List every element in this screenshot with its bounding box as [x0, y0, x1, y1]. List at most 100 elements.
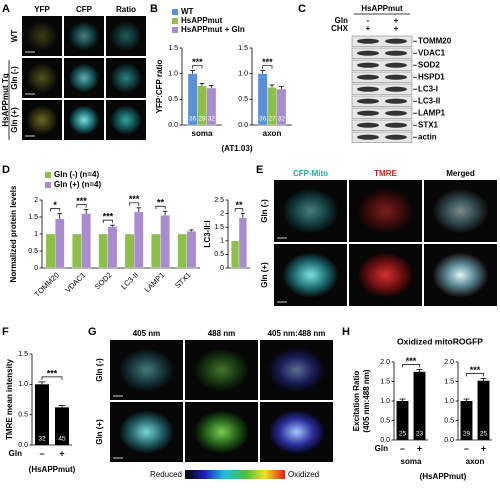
- significance-bracket: [402, 364, 420, 368]
- n-label: 29: [463, 431, 471, 438]
- column-header: 405 nm: [133, 329, 161, 338]
- colorbar: [185, 470, 285, 479]
- bar: [134, 211, 144, 269]
- legend-swatch: [172, 18, 178, 24]
- y-tick-label: 1.5: [214, 224, 224, 231]
- significance: **: [235, 200, 243, 210]
- bar: [45, 233, 56, 269]
- y-tick-label: 1.0: [168, 71, 178, 78]
- y-tick-label: 1.5: [18, 351, 28, 358]
- significance: ***: [406, 356, 417, 366]
- y-tick-label: 0: [34, 265, 38, 272]
- n-label: 25: [480, 431, 488, 438]
- cell-signal: [26, 21, 58, 51]
- bar: [72, 233, 82, 269]
- bar: [81, 213, 91, 269]
- blot-band: [357, 98, 379, 104]
- blot-strip: [351, 95, 413, 107]
- blot-band: [357, 38, 379, 44]
- band-label: HSPD1: [418, 72, 445, 81]
- cell-signal: [193, 348, 250, 392]
- significance: ***: [76, 196, 87, 206]
- blot-band: [357, 62, 379, 68]
- bar: [124, 233, 135, 269]
- cell-signal: [68, 21, 100, 51]
- condition-mark: +: [394, 24, 399, 33]
- band-label: LAMP1: [418, 108, 446, 117]
- x-tick-label: soma: [192, 129, 213, 138]
- column-header: Ratio: [116, 5, 136, 14]
- blot-strip: [351, 35, 413, 47]
- y-tick-label: 0.0: [168, 122, 178, 129]
- band-label: LC3-I: [418, 84, 438, 93]
- condition-mark: -: [367, 16, 370, 25]
- cell-signal: [268, 410, 325, 454]
- y-tick-label: 2: [34, 197, 38, 204]
- bar: [231, 240, 240, 269]
- significance: *: [53, 200, 57, 210]
- condition-mark: +: [394, 16, 399, 25]
- panel-label: C: [298, 3, 306, 15]
- group-label: Gln: [375, 444, 388, 453]
- y-tick-label: 0.0: [18, 442, 28, 449]
- blot-strip: [351, 119, 413, 131]
- blot-band: [385, 62, 407, 68]
- panel-label: A: [2, 3, 10, 15]
- legend-swatch: [172, 9, 178, 15]
- cell-signal: [282, 188, 339, 234]
- cell-signal: [68, 63, 100, 93]
- row-label: Gln (+): [260, 262, 269, 288]
- legend-label: HsAPPmut: [181, 16, 223, 25]
- panel-label: G: [88, 326, 97, 338]
- group-label: Gln: [9, 449, 22, 458]
- column-header: CFP-Mito: [293, 169, 328, 178]
- blot-strip: [351, 47, 413, 59]
- row-label: Gln (-): [10, 66, 19, 90]
- n-label: 32: [278, 116, 286, 123]
- condition-label: CHX: [331, 24, 349, 33]
- y-tick-label: 0.5: [168, 96, 178, 103]
- legend-label: HsAPPmut + Gln: [181, 25, 245, 34]
- band-label: LC3-II: [418, 96, 440, 105]
- chart-title: Oxidized mitoROGFP: [397, 336, 483, 346]
- column-header: YFP: [34, 5, 50, 14]
- blot-band: [357, 134, 379, 140]
- legend-swatch: [45, 172, 51, 178]
- group-label: HsAPPmut Tg: [1, 73, 10, 126]
- y-axis-label: TMRE mean intensity: [5, 359, 14, 440]
- cell-signal: [110, 63, 142, 93]
- x-axis-label: axon: [466, 457, 485, 466]
- bar: [107, 226, 118, 269]
- significance-bracket: [76, 204, 87, 208]
- x-tick-label: TOMM20: [33, 270, 61, 298]
- y-axis-label: LC3-II:I: [203, 220, 212, 247]
- blot-header: HsAPPmut: [361, 4, 403, 13]
- n-label: 27: [268, 116, 276, 123]
- y-axis-label: YFP:CFP ratio: [155, 60, 164, 114]
- bar: [460, 401, 473, 440]
- note: (HsAPPmut): [420, 472, 467, 481]
- condition-label: Gln: [335, 16, 348, 25]
- cell-signal: [357, 188, 414, 234]
- legend-swatch: [45, 182, 51, 188]
- blot-band: [385, 122, 407, 128]
- blot-strip: [351, 83, 413, 95]
- legend-swatch: [172, 27, 178, 33]
- x-tick-label: axon: [263, 129, 282, 138]
- bar: [413, 371, 426, 440]
- y-tick-label: 0.0: [380, 437, 390, 444]
- cell-signal: [432, 188, 489, 234]
- y-tick-label: 1: [220, 238, 224, 245]
- y-tick-label: 0.5: [28, 248, 38, 255]
- column-header: CFP: [76, 5, 93, 14]
- blot-strip: [351, 59, 413, 71]
- x-tick-label: +: [59, 448, 64, 458]
- band-label: TOMM20: [418, 36, 452, 45]
- x-axis-label: soma: [401, 457, 422, 466]
- x-tick-label: –: [464, 443, 469, 453]
- bar: [177, 233, 187, 269]
- significance-bracket: [262, 65, 273, 69]
- y-tick-label: 0.0: [238, 122, 248, 129]
- significance: ***: [129, 194, 140, 204]
- y-tick-label: 2.0: [444, 359, 454, 366]
